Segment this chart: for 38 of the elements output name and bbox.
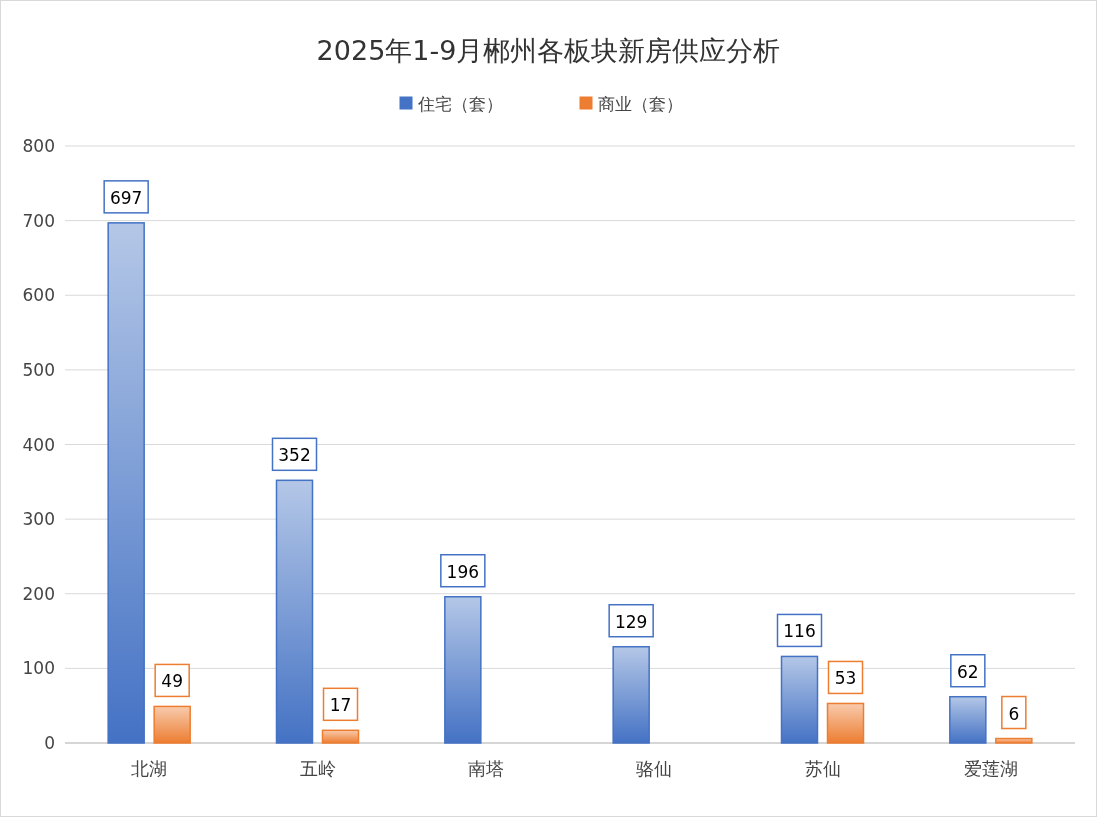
x-tick-label: 南塔 — [467, 758, 504, 779]
bar — [321, 729, 360, 744]
bar — [153, 705, 191, 744]
data-label: 352 — [278, 445, 311, 466]
data-label: 697 — [109, 187, 143, 208]
y-tick-label: 500 — [22, 359, 55, 380]
bar — [826, 702, 865, 744]
y-tick-label: 200 — [22, 583, 55, 604]
y-tick-label: 400 — [22, 434, 55, 455]
x-tick-label: 苏仙 — [804, 758, 841, 779]
legend-label: 住宅（套） — [417, 94, 503, 114]
x-tick-label: 五岭 — [299, 758, 336, 779]
chart-title: 2025年1-9月郴州各板块新房供应分析 — [316, 35, 781, 66]
bar — [780, 655, 819, 744]
data-label: 6 — [1008, 703, 1020, 724]
data-label: 17 — [329, 695, 352, 716]
y-tick-label: 300 — [22, 509, 55, 530]
x-tick-label: 爱莲湖 — [963, 758, 1018, 779]
y-tick-label: 100 — [22, 658, 55, 679]
data-label: 62 — [957, 661, 979, 682]
data-label: 196 — [446, 561, 480, 582]
data-label: 53 — [834, 668, 857, 689]
bar — [107, 222, 145, 744]
bar — [275, 479, 314, 744]
legend-label: 商业（套） — [598, 94, 683, 114]
bar — [995, 737, 1033, 744]
y-tick-label: 600 — [22, 285, 55, 306]
y-tick-label: 800 — [22, 136, 55, 156]
bar — [444, 595, 482, 744]
y-tick-label: 0 — [44, 733, 55, 753]
bar — [612, 645, 650, 744]
x-tick-label: 骆仙 — [636, 758, 673, 779]
data-label: 49 — [161, 671, 183, 692]
data-label: 116 — [783, 621, 816, 642]
x-tick-label: 北湖 — [131, 758, 168, 779]
data-label: 129 — [614, 611, 648, 632]
bar — [949, 695, 987, 744]
y-tick-label: 700 — [22, 210, 55, 231]
